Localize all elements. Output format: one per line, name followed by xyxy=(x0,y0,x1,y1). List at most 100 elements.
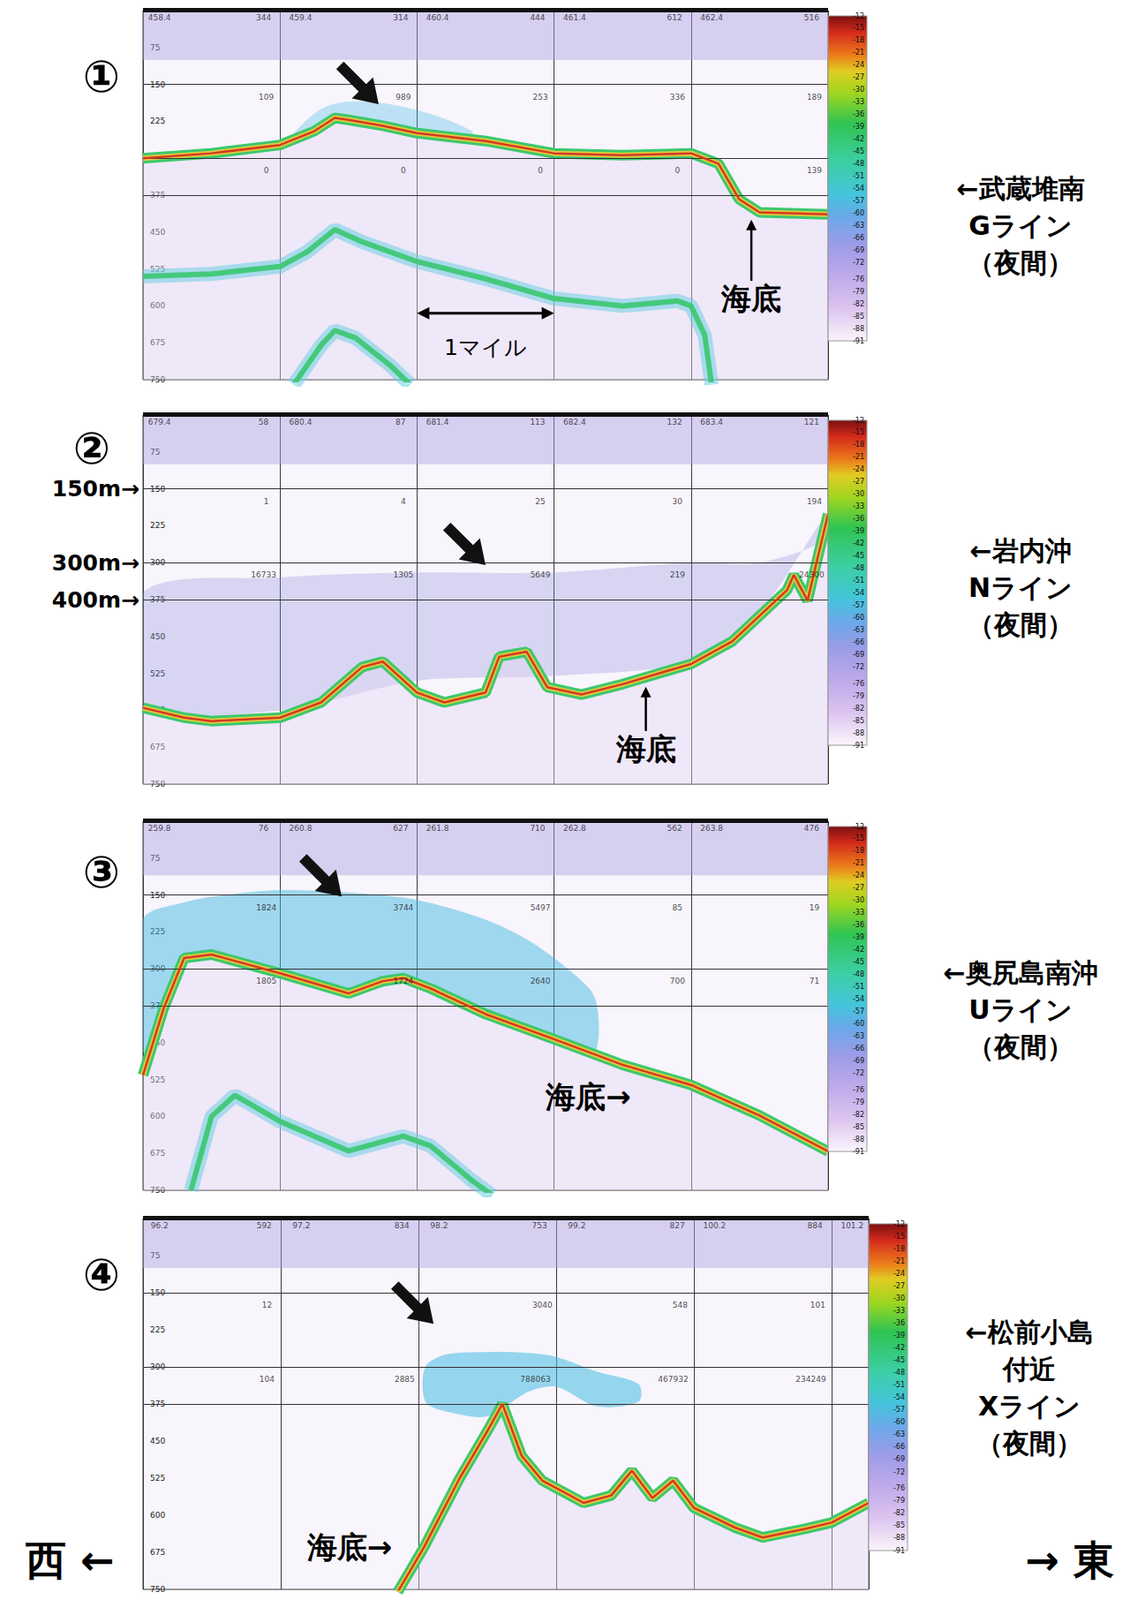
svg-text:-88: -88 xyxy=(852,324,865,333)
svg-text:-88: -88 xyxy=(893,1533,905,1542)
svg-text:600: 600 xyxy=(150,1510,166,1520)
svg-text:Uライン: Uライン xyxy=(968,994,1072,1025)
svg-text:-63: -63 xyxy=(852,625,865,634)
svg-text:234249: 234249 xyxy=(795,1374,827,1384)
svg-text:400m→: 400m→ xyxy=(52,587,140,613)
svg-text:-88: -88 xyxy=(852,729,865,738)
svg-text:-79: -79 xyxy=(852,287,865,296)
svg-text:-79: -79 xyxy=(852,1098,865,1107)
svg-text:-51: -51 xyxy=(893,1380,905,1389)
svg-text:-33: -33 xyxy=(852,502,865,511)
svg-text:-54: -54 xyxy=(852,994,865,1003)
svg-text:461.4: 461.4 xyxy=(563,13,587,23)
svg-text:-76: -76 xyxy=(852,679,865,688)
svg-text:-69: -69 xyxy=(852,650,865,659)
svg-text:99.2: 99.2 xyxy=(567,1220,586,1230)
svg-text:516: 516 xyxy=(804,13,820,23)
svg-text:3040: 3040 xyxy=(532,1300,553,1310)
svg-text:-24: -24 xyxy=(852,60,865,69)
svg-text:592: 592 xyxy=(256,1220,272,1230)
svg-text:261.8: 261.8 xyxy=(426,823,450,833)
svg-text:121: 121 xyxy=(804,417,820,427)
svg-text:-91: -91 xyxy=(893,1546,905,1555)
svg-text:1305: 1305 xyxy=(392,570,414,580)
svg-text:109: 109 xyxy=(258,92,274,102)
svg-text:-24: -24 xyxy=(852,465,865,474)
svg-text:-36: -36 xyxy=(852,514,865,523)
svg-text:2885: 2885 xyxy=(394,1374,415,1384)
svg-text:458.4: 458.4 xyxy=(148,13,172,23)
svg-text:675: 675 xyxy=(150,1547,166,1557)
svg-text:-54: -54 xyxy=(893,1393,905,1402)
svg-text:-45: -45 xyxy=(893,1356,905,1364)
svg-text:④: ④ xyxy=(82,1249,121,1301)
svg-text:-12: -12 xyxy=(852,822,865,831)
svg-text:-76: -76 xyxy=(893,1484,905,1492)
svg-text:-79: -79 xyxy=(893,1496,905,1505)
svg-text:5649: 5649 xyxy=(530,570,551,580)
svg-text:（夜間）: （夜間） xyxy=(967,1031,1074,1063)
svg-text:-57: -57 xyxy=(852,601,865,610)
svg-text:682.4: 682.4 xyxy=(563,417,587,427)
svg-text:263.8: 263.8 xyxy=(700,823,724,833)
svg-text:-33: -33 xyxy=(852,97,865,106)
svg-text:-27: -27 xyxy=(852,477,865,486)
svg-text:-57: -57 xyxy=(852,196,865,205)
svg-text:-85: -85 xyxy=(852,716,865,725)
svg-text:562: 562 xyxy=(667,823,683,833)
svg-text:-39: -39 xyxy=(852,122,865,131)
svg-text:-18: -18 xyxy=(852,36,865,45)
svg-text:260.8: 260.8 xyxy=(289,823,313,833)
svg-text:-91: -91 xyxy=(852,741,865,750)
svg-text:-85: -85 xyxy=(852,1122,865,1131)
svg-text:16733: 16733 xyxy=(250,570,277,580)
svg-text:-48: -48 xyxy=(893,1368,905,1377)
svg-text:-60: -60 xyxy=(852,1019,865,1028)
svg-text:③: ③ xyxy=(82,846,121,898)
svg-text:-30: -30 xyxy=(852,489,865,498)
svg-text:612: 612 xyxy=(667,13,683,23)
svg-text:788063: 788063 xyxy=(519,1374,550,1384)
svg-text:104: 104 xyxy=(259,1374,275,1384)
svg-text:-76: -76 xyxy=(852,275,865,284)
svg-text:12: 12 xyxy=(262,1300,272,1310)
svg-text:-45: -45 xyxy=(852,551,865,560)
svg-text:-72: -72 xyxy=(852,1069,865,1078)
svg-text:-72: -72 xyxy=(852,662,865,671)
svg-text:679.4: 679.4 xyxy=(148,417,172,427)
svg-text:194: 194 xyxy=(806,497,822,506)
svg-text:←岩内沖: ←岩内沖 xyxy=(969,534,1071,566)
svg-text:-45: -45 xyxy=(852,147,865,156)
svg-text:139: 139 xyxy=(806,165,822,175)
svg-text:②: ② xyxy=(73,422,111,475)
svg-text:-82: -82 xyxy=(852,704,865,713)
svg-text:0: 0 xyxy=(674,165,680,175)
svg-text:0: 0 xyxy=(400,165,407,175)
svg-text:-21: -21 xyxy=(852,48,865,57)
svg-text:-36: -36 xyxy=(893,1318,905,1327)
svg-text:87: 87 xyxy=(395,417,406,427)
svg-text:834: 834 xyxy=(394,1220,410,1230)
svg-text:1724: 1724 xyxy=(392,976,414,986)
svg-text:680.4: 680.4 xyxy=(289,417,313,427)
svg-text:-79: -79 xyxy=(852,692,865,701)
svg-text:海底: 海底 xyxy=(720,280,782,317)
svg-text:Nライン: Nライン xyxy=(968,572,1073,603)
svg-text:-60: -60 xyxy=(852,209,865,218)
svg-text:700: 700 xyxy=(670,976,686,986)
svg-text:-18: -18 xyxy=(852,440,865,449)
svg-text:219: 219 xyxy=(670,570,686,580)
svg-text:（夜間）: （夜間） xyxy=(967,247,1074,279)
svg-text:262.8: 262.8 xyxy=(563,823,587,833)
svg-text:3744: 3744 xyxy=(392,903,414,912)
svg-text:Xライン: Xライン xyxy=(978,1390,1081,1422)
svg-text:98.2: 98.2 xyxy=(429,1220,448,1230)
svg-text:132: 132 xyxy=(667,417,683,427)
svg-text:100.2: 100.2 xyxy=(702,1220,726,1230)
svg-text:460.4: 460.4 xyxy=(426,13,450,23)
svg-text:-66: -66 xyxy=(852,233,865,242)
svg-text:85: 85 xyxy=(672,903,683,912)
svg-text:-36: -36 xyxy=(852,110,865,119)
svg-text:101.2: 101.2 xyxy=(840,1220,864,1230)
svg-text:海底→: 海底→ xyxy=(544,1078,632,1115)
